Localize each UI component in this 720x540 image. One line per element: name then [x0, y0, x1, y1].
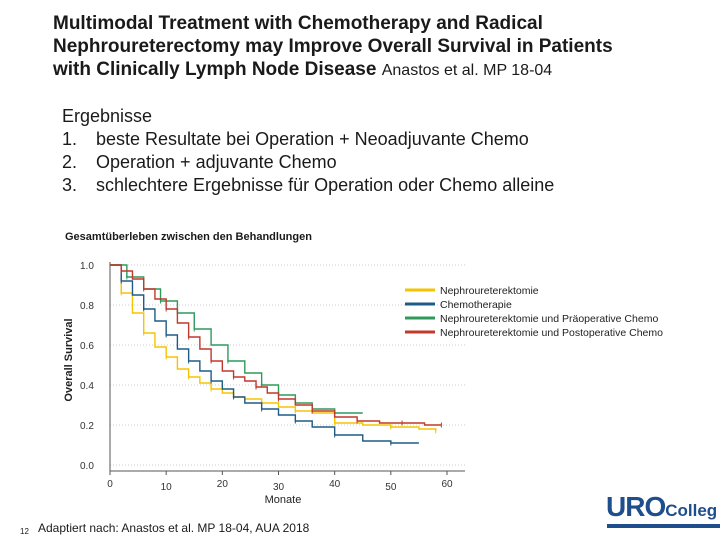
- urocolleg-logo: UROColleg: [606, 491, 720, 523]
- legend-label: Chemotherapie: [440, 299, 512, 311]
- y-tick-label: 0.4: [80, 381, 94, 392]
- x-tick-label: 50: [385, 482, 397, 493]
- chart-axes: [109, 262, 465, 475]
- logo-text-rest: Colleg: [665, 501, 718, 520]
- y-tick-label: 0.8: [80, 301, 94, 312]
- results-list: 1. beste Resultate bei Operation + Neoadj…: [62, 128, 554, 197]
- x-tick-label: 60: [441, 479, 453, 490]
- chart-grid: [110, 264, 465, 466]
- footnote: Adaptiert nach: Anastos et al. MP 18-04,…: [38, 521, 310, 535]
- logo-bar: [607, 524, 720, 528]
- title-line-3: with Clinically Lymph Node Disease Anast…: [53, 58, 713, 82]
- y-tick-label: 1.0: [80, 261, 94, 272]
- y-axis-label: Overall Survival: [63, 318, 75, 401]
- result-text: beste Resultate bei Operation + Neoadjuv…: [96, 129, 529, 149]
- result-number: 3.: [62, 175, 78, 195]
- chart-legend: Nephroureterektomie Chemotherapie Nephrour…: [405, 285, 663, 339]
- y-tick-label: 0.2: [80, 421, 94, 432]
- chart-labels: 0.0 0.2 0.4 0.6 0.8 1.0 0 10 20 30 40 50 60 Monate Ove…: [63, 261, 453, 506]
- y-tick-label: 0.6: [80, 341, 94, 352]
- result-item: 2. Operation + adjuvante Chemo: [62, 151, 554, 174]
- slide-title: Multimodal Treatment with Chemotherapy a…: [53, 12, 713, 82]
- results-block: Ergebnisse 1. beste Resultate bei Operati…: [62, 105, 554, 197]
- page-number: 12: [20, 527, 29, 536]
- logo-text-main: URO: [606, 491, 666, 522]
- results-heading: Ergebnisse: [62, 106, 153, 126]
- series-line-1: [110, 264, 437, 431]
- result-number: 1.: [62, 129, 78, 149]
- title-line-1: Multimodal Treatment with Chemotherapy a…: [53, 13, 543, 34]
- result-item: 3. schlechtere Ergebnisse für Operation o…: [62, 174, 554, 197]
- citation: Anastos et al. MP 18-04: [381, 62, 553, 79]
- x-tick-label: 40: [329, 479, 341, 490]
- x-axis-label: Monate: [265, 494, 302, 506]
- y-tick-label: 0.0: [80, 461, 94, 472]
- x-tick-label: 30: [273, 482, 285, 493]
- result-item: 1. beste Resultate bei Operation + Neoadj…: [62, 128, 554, 151]
- result-number: 2.: [62, 152, 78, 172]
- x-tick-label: 20: [217, 479, 229, 490]
- result-text: Operation + adjuvante Chemo: [96, 152, 337, 172]
- chart-series: [110, 264, 442, 446]
- title-line-3-text: with Clinically Lymph Node Disease: [53, 59, 377, 80]
- x-tick-label: 0: [107, 479, 113, 490]
- legend-label: Nephroureterektomie: [440, 285, 539, 297]
- legend-label: Nephroureterektomie und Präoperative Che…: [440, 313, 658, 325]
- series-line-3: [110, 264, 363, 414]
- legend-label: Nephroureterektomie und Postoperative Ch…: [440, 327, 663, 339]
- x-tick-label: 10: [161, 482, 173, 493]
- title-line-2: Nephroureterectomy may Improve Overall S…: [53, 36, 613, 57]
- chart-title: Gesamtüberleben zwischen den Behandlunge…: [65, 231, 312, 243]
- series-line-2: [110, 264, 419, 444]
- result-text: schlechtere Ergebnisse für Operation ode…: [96, 175, 555, 195]
